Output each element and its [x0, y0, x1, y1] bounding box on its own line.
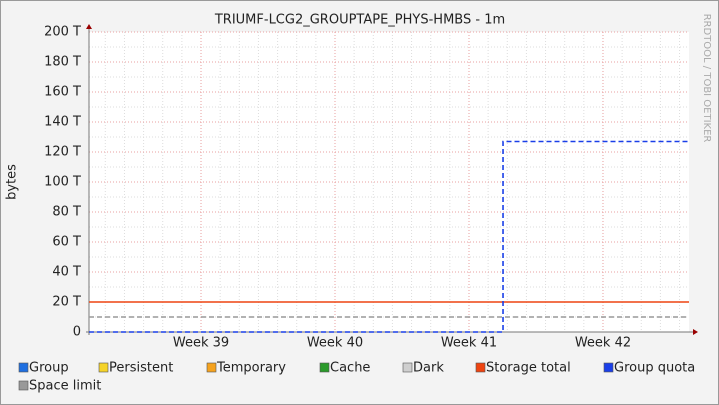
- legend-label: Storage total: [486, 361, 571, 376]
- legend-label: Space limit: [29, 379, 101, 394]
- axis-arrow: [86, 24, 92, 29]
- x-tick-label: Week 42: [575, 336, 631, 351]
- y-tick-label: 180 T: [44, 55, 81, 70]
- legend-swatch: [18, 362, 29, 373]
- legend-swatch: [603, 362, 614, 373]
- y-tick-label: 0: [73, 325, 81, 340]
- legend-label: Cache: [330, 361, 370, 376]
- x-tick-label: Week 40: [307, 336, 363, 351]
- series-line: [89, 140, 689, 333]
- y-axis-label: bytes: [5, 164, 20, 200]
- x-tick-label: Week 39: [173, 336, 229, 351]
- legend-swatch: [319, 362, 330, 373]
- legend-label: Group quota: [614, 361, 695, 376]
- legend-label: Group: [29, 361, 69, 376]
- y-tick-label: 120 T: [44, 145, 81, 160]
- y-tick-label: 20 T: [52, 295, 81, 310]
- legend-swatch: [98, 362, 109, 373]
- legend-swatch: [206, 362, 217, 373]
- legend-label: Temporary: [216, 361, 286, 376]
- y-tick-label: 160 T: [44, 85, 81, 100]
- legend-label: Persistent: [109, 361, 173, 376]
- axis-arrow: [693, 329, 698, 335]
- y-tick-label: 60 T: [52, 235, 81, 250]
- watermark: RRDTOOL / TOBI OETIKER: [701, 14, 712, 143]
- legend-label: Dark: [413, 361, 444, 376]
- legend-swatch: [475, 362, 486, 373]
- y-tick-label: 140 T: [44, 115, 81, 130]
- y-tick-label: 200 T: [44, 25, 81, 40]
- y-tick-label: 40 T: [52, 265, 81, 280]
- legend-swatch: [402, 362, 413, 373]
- y-tick-label: 100 T: [44, 175, 81, 190]
- chart-title: TRIUMF-LCG2_GROUPTAPE_PHYS-HMBS - 1m: [214, 13, 505, 28]
- y-tick-label: 80 T: [52, 205, 81, 220]
- legend-swatch: [18, 380, 29, 391]
- x-tick-label: Week 41: [441, 336, 497, 351]
